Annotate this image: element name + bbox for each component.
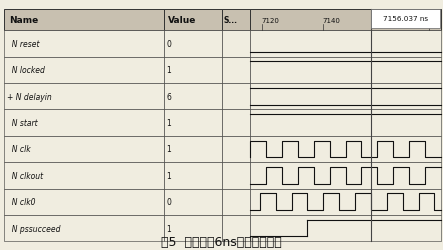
Text: N clkout: N clkout bbox=[7, 171, 43, 180]
Bar bbox=[250, 162, 441, 189]
Bar bbox=[222, 215, 250, 241]
Text: N clk0: N clk0 bbox=[7, 198, 35, 206]
Bar bbox=[164, 189, 222, 215]
Bar bbox=[250, 110, 441, 136]
Bar bbox=[164, 10, 222, 31]
Text: 7:: 7: bbox=[429, 18, 436, 24]
Bar bbox=[250, 84, 441, 110]
Text: 6: 6 bbox=[167, 92, 171, 101]
Bar bbox=[164, 215, 222, 241]
Bar bbox=[222, 84, 250, 110]
Text: Value: Value bbox=[168, 16, 197, 25]
Bar bbox=[4, 162, 164, 189]
Bar bbox=[164, 136, 222, 162]
Bar bbox=[164, 58, 222, 84]
Text: N pssucceed: N pssucceed bbox=[7, 224, 61, 232]
Bar bbox=[4, 31, 164, 58]
Text: Name: Name bbox=[9, 16, 38, 25]
Text: N locked: N locked bbox=[7, 66, 45, 75]
Bar bbox=[371, 10, 440, 29]
Text: 7156.037 ns: 7156.037 ns bbox=[383, 16, 428, 22]
Bar bbox=[4, 136, 164, 162]
Bar bbox=[4, 215, 164, 241]
Bar bbox=[250, 215, 441, 241]
Text: N clk: N clk bbox=[7, 145, 31, 154]
Bar bbox=[164, 31, 222, 58]
Text: S...: S... bbox=[223, 16, 237, 25]
Bar bbox=[4, 58, 164, 84]
Text: 1: 1 bbox=[167, 66, 171, 75]
Text: 1: 1 bbox=[167, 171, 171, 180]
Bar bbox=[250, 136, 441, 162]
Bar bbox=[222, 31, 250, 58]
Bar bbox=[250, 31, 441, 58]
Text: N start: N start bbox=[7, 119, 38, 128]
Bar bbox=[250, 10, 441, 31]
Bar bbox=[222, 189, 250, 215]
Bar bbox=[164, 84, 222, 110]
Bar bbox=[4, 110, 164, 136]
Bar bbox=[4, 10, 164, 31]
Text: N reset: N reset bbox=[7, 40, 39, 49]
Bar bbox=[164, 110, 222, 136]
Text: 图5  时钟延时6ns后的输出波形: 图5 时钟延时6ns后的输出波形 bbox=[161, 235, 282, 248]
Bar bbox=[222, 58, 250, 84]
Text: + N delayin: + N delayin bbox=[7, 92, 52, 101]
Bar bbox=[4, 189, 164, 215]
Text: 1: 1 bbox=[167, 119, 171, 128]
Bar bbox=[222, 162, 250, 189]
Bar bbox=[222, 110, 250, 136]
Bar bbox=[250, 58, 441, 84]
Text: 7120: 7120 bbox=[262, 18, 280, 24]
Text: 1: 1 bbox=[167, 224, 171, 232]
Text: 7140: 7140 bbox=[323, 18, 341, 24]
Bar bbox=[4, 84, 164, 110]
Text: 0: 0 bbox=[167, 40, 171, 49]
Bar bbox=[222, 10, 250, 31]
Bar bbox=[164, 162, 222, 189]
Bar bbox=[222, 136, 250, 162]
Text: 0: 0 bbox=[167, 198, 171, 206]
Bar bbox=[250, 189, 441, 215]
Text: 1: 1 bbox=[167, 145, 171, 154]
